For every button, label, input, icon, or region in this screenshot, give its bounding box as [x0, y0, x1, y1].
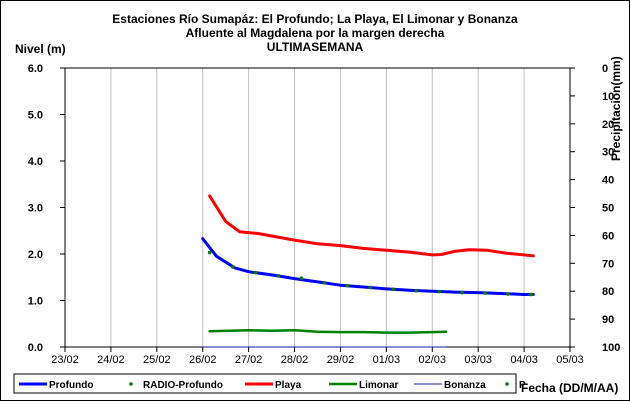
- legend-label-playa: Playa: [275, 380, 302, 391]
- legend-label-bonanza: Bonanza: [444, 380, 486, 391]
- y-axis-label: Nivel (m): [15, 42, 66, 56]
- y2-tick-label: 70: [602, 258, 614, 270]
- data-point-radio-profundo: [230, 265, 235, 269]
- x-tick-label: 26/02: [189, 354, 217, 366]
- legend-label-profundo: Profundo: [49, 380, 93, 391]
- y-tick-label: 4.0: [28, 156, 43, 168]
- data-point-radio-profundo: [299, 276, 304, 280]
- y2-tick-label: 0: [602, 63, 608, 75]
- y-tick-label: 2.0: [28, 249, 43, 261]
- data-point-radio-profundo: [368, 285, 373, 290]
- x-tick-label: 23/02: [51, 354, 79, 366]
- y-tick-label: 1.0: [28, 296, 43, 308]
- legend-swatch-radio-profundo: [129, 382, 133, 386]
- y-tick-label: 0.0: [28, 342, 43, 354]
- y-tick-label: 5.0: [28, 110, 43, 122]
- y2-tick-label: 100: [602, 342, 620, 354]
- legend-swatch-p: [505, 382, 509, 386]
- x-tick-label: 04/03: [510, 354, 538, 366]
- y2-tick-label: 50: [602, 203, 614, 215]
- x-tick-label: 03/03: [464, 354, 492, 366]
- chart-title-line-2: Afluente al Magdalena por la margen dere…: [186, 26, 445, 40]
- data-point-radio-profundo: [391, 287, 396, 292]
- data-point-radio-profundo: [414, 288, 419, 293]
- series-line-limonar: [208, 329, 448, 334]
- y2-tick-label: 80: [602, 286, 614, 298]
- x-tick-label: 27/02: [235, 354, 263, 366]
- data-point-radio-profundo: [322, 281, 327, 285]
- data-point-radio-profundo: [345, 283, 350, 288]
- data-point-radio-profundo: [276, 274, 281, 278]
- grid: [110, 68, 525, 347]
- series-line-profundo: [201, 237, 535, 296]
- ticks: 23/02 24/02 25/02 26/02 27/02 28/02 29/02 01/03…: [28, 63, 621, 366]
- y2-tick-label: 10: [602, 91, 614, 103]
- data-point-radio-profundo: [437, 289, 441, 294]
- y2-tick-label: 40: [602, 175, 614, 187]
- series-group: [201, 194, 535, 348]
- x-tick-label: 01/03: [373, 354, 401, 366]
- y2-tick-label: 30: [602, 147, 614, 159]
- legend-label-p: P: [519, 380, 526, 391]
- y-tick-label: 3.0: [28, 203, 43, 215]
- data-point-radio-profundo: [253, 270, 258, 275]
- y2-axis-label: Precipitacion(mm): [609, 56, 623, 161]
- data-point-radio-profundo: [460, 290, 464, 295]
- data-point-radio-profundo: [529, 292, 533, 297]
- y2-tick-label: 60: [602, 230, 614, 242]
- y-tick-label: 6.0: [28, 63, 43, 75]
- data-point-radio-profundo: [483, 291, 487, 295]
- plot-area: [64, 67, 571, 348]
- data-point-radio-profundo: [506, 292, 510, 296]
- legend: Profundo RADIO-Profundo Playa Limonar Bonanz…: [13, 373, 526, 394]
- x-tick-label: 24/02: [97, 354, 125, 366]
- data-point-radio-profundo: [207, 250, 212, 255]
- chart-title-line-1: Estaciones Río Sumapáz: El Profundo; La …: [112, 12, 518, 26]
- axes: [64, 67, 571, 348]
- x-tick-label: 02/03: [419, 354, 447, 366]
- x-tick-label: 28/02: [281, 354, 309, 366]
- y2-tick-label: 20: [602, 119, 614, 131]
- x-tick-label: 29/02: [327, 354, 355, 366]
- chart-title-line-3: ULTIMASEMANA: [267, 40, 364, 54]
- x-tick-label: 05/03: [556, 354, 584, 366]
- legend-label-radio-profundo: RADIO-Profundo: [143, 380, 223, 391]
- x-tick-label: 25/02: [143, 354, 171, 366]
- y2-tick-label: 90: [602, 314, 614, 326]
- x-axis-label: Fecha (DD/M/AA): [521, 381, 618, 395]
- series-line-playa: [208, 194, 535, 258]
- legend-label-limonar: Limonar: [359, 380, 399, 391]
